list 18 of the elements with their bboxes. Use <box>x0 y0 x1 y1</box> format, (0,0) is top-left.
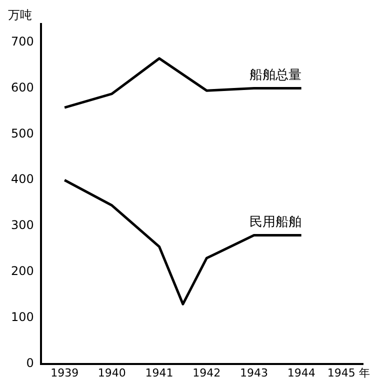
y-tick-label: 400 <box>11 172 34 186</box>
y-tick-label: 0 <box>26 356 34 370</box>
y-axis-title: 万吨 <box>8 8 32 22</box>
y-tick-label: 200 <box>11 264 34 278</box>
y-tick-label: 300 <box>11 218 34 232</box>
series-label: 船舶总量 <box>249 68 302 84</box>
x-tick-label: 1944 <box>287 366 316 380</box>
x-tick-label: 1942 <box>192 366 221 380</box>
y-tick-label: 500 <box>11 126 34 140</box>
x-tick-label: 1945 年 <box>327 366 370 380</box>
x-tick-label: 1940 <box>98 366 126 380</box>
x-tick-label: 1941 <box>145 366 174 380</box>
y-tick-label: 600 <box>11 80 34 94</box>
x-tick-label: 1939 <box>50 366 79 380</box>
series-label: 民用船舶 <box>249 215 302 230</box>
y-tick-label: 700 <box>11 34 34 48</box>
x-tick-label: 1943 <box>240 366 268 380</box>
y-tick-label: 100 <box>11 310 34 324</box>
